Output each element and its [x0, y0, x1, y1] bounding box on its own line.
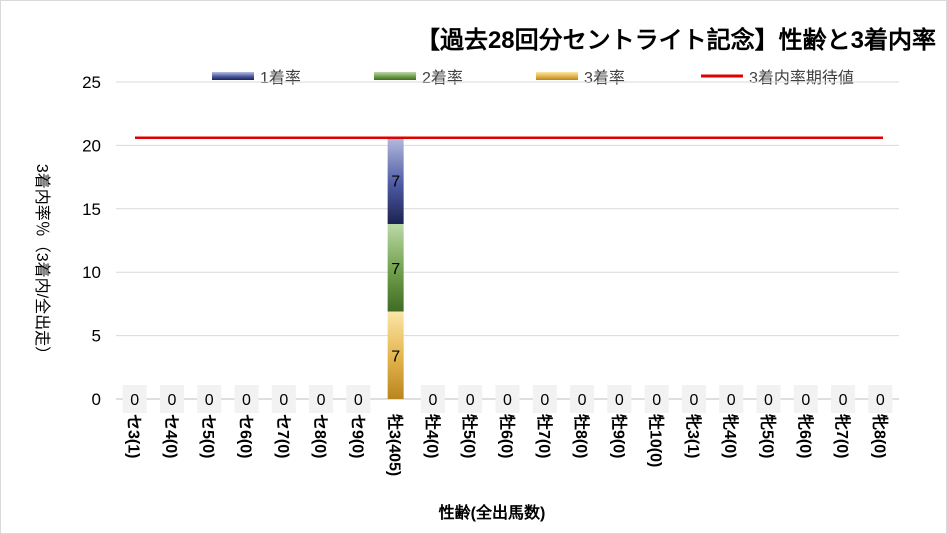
value-label-1st-rate: 0 [503, 392, 512, 409]
x-category-label: 牝4(0) [721, 414, 740, 458]
value-label-box [644, 385, 669, 413]
x-category-label: 牡4(0) [423, 414, 442, 458]
value-label-1st-rate: 0 [167, 392, 176, 409]
value-label-backgrounds [122, 385, 893, 413]
y-axis-ticks: 0 5 10 15 20 25 [82, 73, 101, 409]
y-tick-label: 5 [92, 327, 101, 346]
y-tick-label: 10 [82, 263, 101, 282]
y-tick-label: 25 [82, 73, 101, 92]
y-tick-label: 20 [82, 136, 101, 155]
x-category-label: セ6(0) [237, 414, 254, 458]
x-category-label: 牡5(0) [460, 414, 479, 458]
value-label-box [309, 385, 334, 413]
y-tick-label: 15 [82, 200, 101, 219]
value-label-box [570, 385, 595, 413]
bar-segment-2nd-rate [387, 224, 404, 312]
legend-label-2nd-rate: 2着率 [422, 69, 463, 87]
x-category-label: 牝3(1) [684, 414, 703, 458]
x-category-label: セ5(0) [199, 414, 216, 458]
value-label-1st-rate: 0 [354, 392, 363, 409]
value-label-box [122, 385, 147, 413]
value-label-1st-rate: 0 [205, 392, 214, 409]
legend-label-1st-rate: 1着率 [260, 69, 301, 87]
legend-swatch-2nd-rate [374, 72, 416, 80]
x-category-label: 牡7(0) [535, 414, 554, 458]
x-category-label: 牝8(0) [870, 414, 889, 458]
value-labels: 0 0 0 0 0 0 0 7 7 7 0 0 0 0 0 0 0 0 0 0 0 0 0 [130, 173, 885, 409]
value-label-box [868, 385, 893, 413]
bar-segment-1st-rate [387, 136, 404, 225]
x-category-label: 牡10(0) [647, 414, 666, 467]
value-label-box [831, 385, 856, 413]
value-label-3rd-rate: 7 [391, 348, 400, 365]
x-category-label: 牡6(0) [498, 414, 517, 458]
value-label-1st-rate: 0 [689, 392, 698, 409]
value-label-1st-rate: 0 [428, 392, 437, 409]
value-label-box [346, 385, 371, 413]
value-label-box [756, 385, 781, 413]
value-label-2nd-rate: 7 [391, 261, 400, 278]
value-label-box [197, 385, 222, 413]
x-category-label: セ9(0) [348, 414, 365, 458]
value-label-1st-rate: 7 [391, 173, 400, 190]
x-category-label: 牝5(0) [759, 414, 778, 458]
value-label-1st-rate: 0 [764, 392, 773, 409]
legend-label-3rd-rate: 3着率 [584, 69, 625, 87]
legend-swatch-3rd-rate [536, 72, 578, 80]
value-label-1st-rate: 0 [317, 392, 326, 409]
value-label-box [271, 385, 296, 413]
value-label-box [719, 385, 744, 413]
legend-swatch-1st-rate [212, 72, 254, 80]
legend: 1着率 2着率 3着率 3着内率期待値 [212, 69, 854, 87]
x-category-label: 牝6(0) [796, 414, 815, 458]
value-label-1st-rate: 0 [242, 392, 251, 409]
value-label-1st-rate: 0 [540, 392, 549, 409]
y-tick-label: 0 [92, 390, 101, 409]
value-label-1st-rate: 0 [615, 392, 624, 409]
x-category-label: セ3(1) [125, 414, 142, 458]
value-label-1st-rate: 0 [801, 392, 810, 409]
value-label-box [495, 385, 520, 413]
x-axis-title: 性齢(全出馬数) [439, 503, 546, 522]
value-label-1st-rate: 0 [839, 392, 848, 409]
x-category-label: 牡8(0) [572, 414, 591, 458]
bars [387, 136, 404, 399]
bar-segment-3rd-rate [387, 311, 404, 399]
value-label-box [681, 385, 706, 413]
value-label-box [458, 385, 483, 413]
value-label-1st-rate: 0 [578, 392, 587, 409]
x-category-label: セ8(0) [311, 414, 328, 458]
value-label-box [532, 385, 557, 413]
x-category-label: セ7(0) [274, 414, 291, 458]
x-category-label: 牡9(0) [609, 414, 628, 458]
y-axis-title: 3着内率％（3着内/全出走） [33, 164, 51, 362]
value-label-box [420, 385, 445, 413]
chart-title: 【過去28回分セントライト記念】性齢と3着内率 [416, 26, 936, 54]
value-label-1st-rate: 0 [466, 392, 475, 409]
x-category-label: セ4(0) [162, 414, 179, 458]
x-category-label: 牡3(405) [386, 414, 405, 476]
value-label-1st-rate: 0 [727, 392, 736, 409]
value-label-1st-rate: 0 [279, 392, 288, 409]
value-label-box [793, 385, 818, 413]
value-label-1st-rate: 0 [652, 392, 661, 409]
gridlines [116, 81, 899, 400]
value-label-1st-rate: 0 [130, 392, 139, 409]
x-axis-categories: セ3(1) セ4(0) セ5(0) セ6(0) セ7(0) セ8(0) セ9(0) 牡3(40… [125, 414, 890, 476]
value-label-box [159, 385, 184, 413]
legend-label-expected-rate: 3着内率期待値 [749, 69, 854, 87]
value-label-1st-rate: 0 [876, 392, 885, 409]
x-category-label: 牝7(0) [833, 414, 852, 458]
value-label-box [607, 385, 632, 413]
value-label-box [234, 385, 259, 413]
